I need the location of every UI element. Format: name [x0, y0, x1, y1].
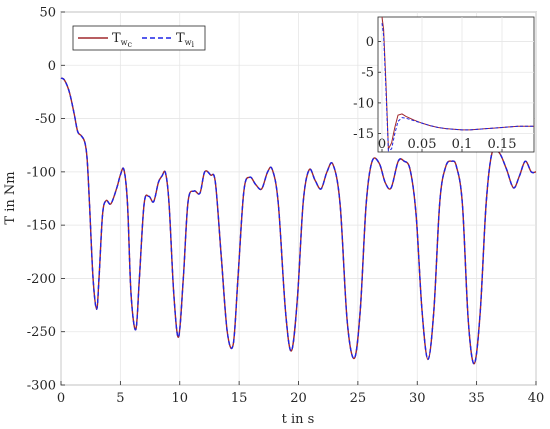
main-y-tick-label: -150: [27, 219, 56, 234]
inset-y-tick-label: -5: [361, 66, 374, 81]
main-x-tick-label: 5: [116, 391, 124, 406]
main-y-tick-label: 50: [39, 6, 56, 21]
main-x-tick-label: 20: [290, 391, 307, 406]
inset-y-tick-label: 0: [366, 35, 374, 50]
main-x-tick-label: 40: [528, 391, 545, 406]
inset-x-tick-label: 0.05: [408, 137, 437, 152]
legend: Twc Twi: [72, 25, 206, 51]
main-y-tick-label: 0: [48, 59, 56, 74]
main-x-tick-label: 35: [468, 391, 485, 406]
main-y-tick-label: -250: [27, 325, 56, 340]
inset-plot-frame: [377, 16, 535, 153]
main-y-tick-label: -50: [35, 112, 56, 127]
main-y-tick-label: -300: [27, 379, 56, 394]
main-x-tick-label: 30: [409, 391, 426, 406]
inset-x-tick-label: 0.1: [452, 137, 473, 152]
main-x-tick-label: 25: [350, 391, 367, 406]
inset-x-ticks: 0 0.05 0.1 0.15: [378, 137, 517, 152]
inset-x-tick-label: 0.15: [488, 137, 517, 152]
main-x-tick-label: 10: [171, 391, 188, 406]
main-series-line-2: [60, 77, 537, 365]
inset-y-tick-label: -15: [353, 127, 374, 142]
inset-x-tick-label: 0: [378, 137, 386, 152]
y-axis-title: T in Nm: [3, 171, 18, 224]
legend-label-series-2: Twi: [176, 31, 195, 49]
inset-plot: 0 0.05 0.1 0.15 0 -5 -10 -15: [353, 16, 535, 153]
main-x-tick-label: 0: [57, 391, 65, 406]
inset-grid: [378, 17, 534, 152]
inset-series-group: [381, 16, 534, 152]
legend-label-series-1: Twc: [112, 31, 133, 49]
main-y-tick-label: -100: [27, 165, 56, 180]
main-y-tick-label: -200: [27, 272, 56, 287]
inset-y-ticks: 0 -5 -10 -15: [353, 35, 381, 142]
main-x-tick-label: 15: [231, 391, 248, 406]
inset-series-line-2: [381, 23, 534, 152]
inset-y-tick-label: -10: [353, 96, 374, 111]
main-y-ticks: 50 0 -50 -100 -150 -200 -250 -300: [27, 6, 65, 394]
main-x-ticks: 0 5 10 15 20 25 30 35 40: [57, 381, 544, 406]
x-axis-title: t in s: [282, 412, 315, 427]
main-series-group: [60, 77, 537, 365]
